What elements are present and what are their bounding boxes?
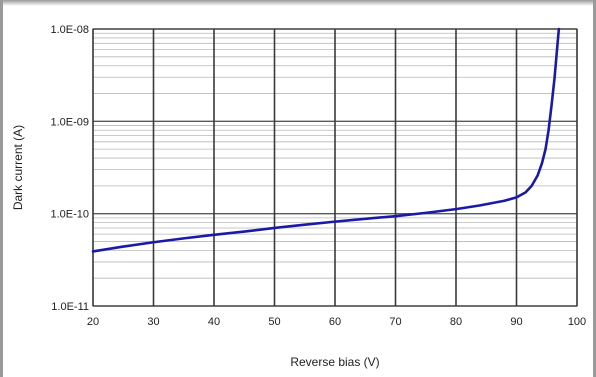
y-tick-labels: 1.0E-11 1.0E-10 1.0E-09 1.0E-08 — [50, 24, 89, 313]
frame-border-left — [0, 0, 3, 377]
y-tick-label: 1.0E-11 — [51, 301, 89, 313]
top-rule — [0, 0, 596, 6]
major-grid — [92, 28, 578, 307]
x-tick-label: 20 — [87, 316, 99, 328]
y-axis-label: Dark current (A) — [11, 125, 25, 210]
x-tick-label: 40 — [208, 316, 220, 328]
x-axis-label: Reverse bias (V) — [290, 355, 379, 369]
x-tick-labels: 20 30 40 50 60 70 80 90 100 — [87, 316, 586, 328]
series-layer — [91, 27, 561, 253]
x-tick-label: 70 — [389, 316, 401, 328]
x-tick-label: 100 — [568, 316, 586, 328]
plot-frame — [92, 28, 578, 307]
x-tick-label: 50 — [268, 316, 280, 328]
x-tick-label: 30 — [147, 316, 159, 328]
frame-border-right — [593, 0, 596, 377]
y-tick-label: 1.0E-10 — [50, 209, 89, 221]
x-tick-label: 90 — [510, 316, 522, 328]
x-tick-label: 60 — [329, 316, 341, 328]
series-line — [91, 27, 561, 253]
x-tick-label: 80 — [450, 316, 462, 328]
y-tick-label: 1.0E-09 — [50, 116, 89, 128]
y-tick-label: 1.0E-08 — [50, 24, 89, 36]
